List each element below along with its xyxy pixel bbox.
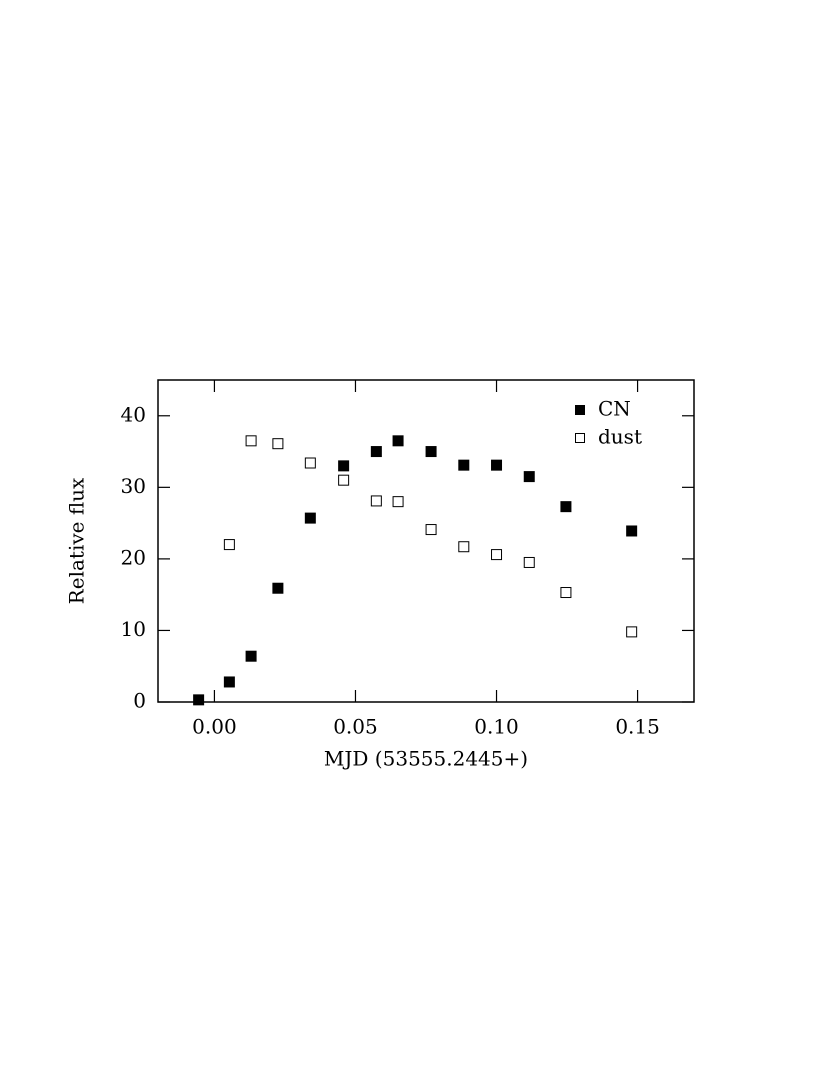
data-point xyxy=(425,524,437,536)
data-point xyxy=(458,541,470,553)
data-point xyxy=(338,460,350,472)
y-tick-label: 10 xyxy=(121,617,146,641)
data-point xyxy=(491,549,503,561)
data-point xyxy=(425,446,437,458)
data-point xyxy=(370,495,382,507)
x-tick-label: 0.05 xyxy=(333,715,378,739)
x-tick-label: 0.00 xyxy=(192,715,237,739)
data-point xyxy=(560,501,572,513)
data-point xyxy=(272,438,284,450)
data-point xyxy=(392,496,404,508)
y-axis-label: Relative flux xyxy=(65,477,89,604)
plot-frame xyxy=(157,379,695,703)
legend-label: dust xyxy=(598,425,642,449)
data-point xyxy=(491,459,503,471)
data-point xyxy=(304,457,316,469)
data-point xyxy=(458,459,470,471)
data-point xyxy=(370,446,382,458)
legend-marker xyxy=(575,405,585,415)
x-tick-label: 0.10 xyxy=(474,715,519,739)
y-tick-label: 30 xyxy=(121,474,146,498)
data-point xyxy=(223,539,235,551)
data-point xyxy=(245,650,257,662)
data-point xyxy=(523,471,535,483)
data-point xyxy=(560,587,572,599)
data-point xyxy=(626,525,638,537)
y-tick-label: 20 xyxy=(121,545,146,569)
data-point xyxy=(523,556,535,568)
legend-marker xyxy=(575,433,585,443)
data-point xyxy=(392,435,404,447)
data-point xyxy=(193,694,205,706)
data-point xyxy=(304,512,316,524)
legend-label: CN xyxy=(598,397,631,421)
data-point xyxy=(223,676,235,688)
y-tick-label: 40 xyxy=(121,402,146,426)
y-tick-label: 0 xyxy=(133,689,146,713)
x-tick-label: 0.15 xyxy=(615,715,660,739)
data-point xyxy=(338,474,350,486)
data-point xyxy=(245,435,257,447)
data-point xyxy=(272,582,284,594)
data-point xyxy=(626,626,638,638)
x-axis-label: MJD (53555.2445+) xyxy=(324,747,528,771)
